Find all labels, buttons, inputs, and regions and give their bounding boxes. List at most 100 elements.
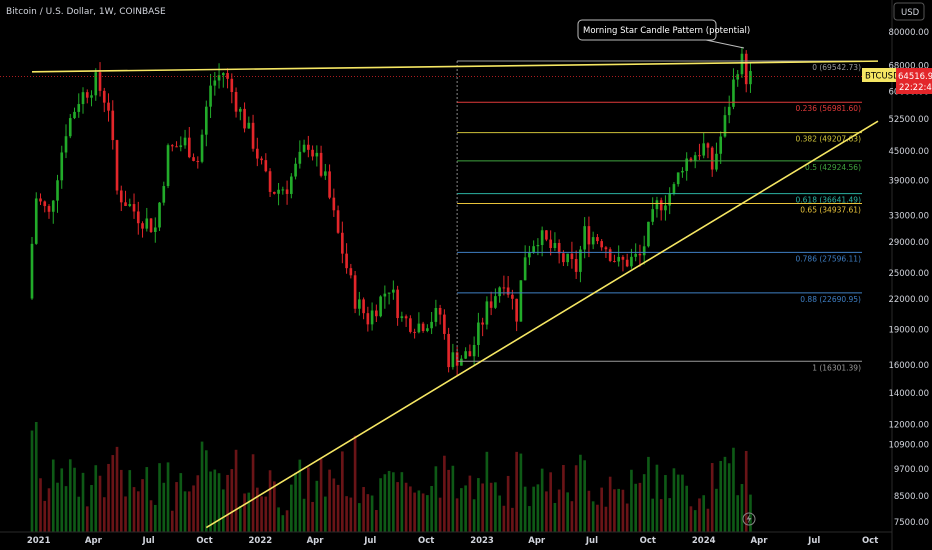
candle-body bbox=[166, 145, 170, 187]
volume-bar bbox=[243, 493, 246, 532]
volume-bar bbox=[341, 451, 344, 532]
y-tick-label: 22000.00 bbox=[888, 295, 929, 305]
volume-bar bbox=[392, 472, 395, 532]
volume-bar bbox=[523, 486, 527, 532]
volume-bar bbox=[434, 466, 438, 532]
volume-bar bbox=[336, 484, 340, 532]
candle-body bbox=[47, 206, 51, 212]
candle-body bbox=[196, 160, 200, 162]
candle-body bbox=[472, 344, 476, 357]
volume-bar bbox=[617, 488, 620, 532]
candle-body bbox=[255, 148, 259, 159]
volume-bar bbox=[285, 510, 289, 532]
volume-bar bbox=[51, 459, 55, 532]
trendlines-layer[interactable] bbox=[0, 60, 888, 529]
y-tick-label: 16000.00 bbox=[888, 361, 929, 371]
y-tick-label: 9700.00 bbox=[894, 465, 929, 475]
lightning-icon[interactable] bbox=[742, 512, 756, 526]
candle-body bbox=[238, 108, 242, 112]
candle-body bbox=[162, 186, 166, 203]
volume-bar bbox=[375, 510, 378, 532]
candle-body bbox=[328, 171, 331, 198]
candle-body bbox=[243, 108, 246, 129]
volume-bar bbox=[528, 506, 531, 532]
volume-bar bbox=[540, 468, 544, 532]
volume-bar bbox=[238, 506, 242, 532]
candle-body bbox=[489, 301, 493, 308]
candle-body bbox=[570, 253, 574, 260]
candle-body bbox=[107, 102, 110, 111]
volume-bar bbox=[723, 456, 727, 532]
candle-body bbox=[370, 310, 374, 325]
volume-bar bbox=[260, 496, 263, 532]
currency-text: USD bbox=[901, 8, 920, 18]
volume-bar bbox=[719, 460, 723, 532]
candle-body bbox=[740, 53, 744, 75]
volume-bar bbox=[119, 469, 123, 532]
candle-body bbox=[557, 243, 561, 254]
trendline-support[interactable] bbox=[205, 120, 879, 529]
annotation-callout[interactable]: Morning Star Candle Pattern (potential) bbox=[577, 19, 750, 49]
volume-bar bbox=[417, 490, 421, 532]
candle-body bbox=[73, 111, 76, 119]
volume-bar bbox=[421, 493, 425, 532]
volume-bar bbox=[451, 465, 455, 532]
volume-bar bbox=[511, 507, 514, 532]
volume-bar bbox=[736, 495, 740, 532]
candle-body bbox=[528, 252, 531, 258]
volume-bar bbox=[698, 498, 701, 532]
volume-bar bbox=[613, 489, 616, 532]
volume-bar bbox=[319, 458, 323, 532]
volume-bar bbox=[574, 465, 578, 532]
candle-body bbox=[647, 221, 650, 247]
trendline-resistance[interactable] bbox=[31, 60, 879, 73]
volume-bar bbox=[349, 497, 353, 532]
candle-body bbox=[247, 122, 251, 129]
volume-bar bbox=[307, 467, 310, 532]
candle-body bbox=[443, 314, 446, 334]
fibonacci-retracement[interactable]: 0 (69542.73) 0.236 (56981.60) 0.382 (49207… bbox=[456, 60, 862, 372]
y-tick-label: 10900.00 bbox=[888, 441, 929, 451]
volume-bar bbox=[672, 468, 676, 532]
volume-bar bbox=[145, 467, 149, 532]
x-tick-label: Jul bbox=[142, 536, 155, 546]
volume-bar bbox=[132, 487, 136, 532]
y-tick-label: 25000.00 bbox=[888, 269, 929, 279]
x-tick-label: Jul bbox=[807, 536, 820, 546]
candle-body bbox=[226, 73, 229, 79]
volume-bar bbox=[400, 472, 404, 532]
candle-body bbox=[192, 157, 195, 161]
candle-body bbox=[60, 152, 64, 181]
candle-body bbox=[477, 322, 480, 345]
volume-bar bbox=[226, 474, 229, 532]
volume-bar bbox=[298, 459, 302, 532]
candle-body bbox=[277, 189, 280, 194]
x-tick-label: Apr bbox=[307, 536, 325, 546]
candle-body bbox=[566, 253, 569, 263]
candle-body bbox=[366, 313, 370, 325]
candle-body bbox=[345, 253, 348, 269]
volume-bar bbox=[179, 473, 183, 532]
last-price-tag: BTCUSD 64516.98 22:22:40 bbox=[862, 68, 932, 94]
candle-body bbox=[685, 158, 689, 171]
candle-body bbox=[515, 298, 518, 322]
candle-body bbox=[689, 158, 693, 161]
candle-body bbox=[358, 299, 361, 309]
volume-bar bbox=[557, 489, 561, 532]
candle-body bbox=[698, 155, 701, 157]
volume-bar bbox=[676, 474, 680, 532]
candle-body bbox=[404, 316, 408, 319]
volume-bar bbox=[353, 435, 357, 532]
chart-title: Bitcoin / U.S. Dollar, 1W, COINBASE bbox=[6, 7, 166, 17]
volume-bar bbox=[141, 479, 144, 532]
candle-body bbox=[183, 137, 187, 146]
candle-body bbox=[200, 134, 204, 162]
volume-bar bbox=[430, 485, 433, 532]
candle-body bbox=[136, 211, 140, 224]
volume-bar bbox=[158, 463, 161, 532]
candle-body bbox=[187, 137, 191, 158]
candle-body bbox=[396, 289, 399, 319]
countdown-tag: 22:22:40 bbox=[899, 83, 932, 93]
currency-label[interactable]: USD bbox=[893, 2, 925, 21]
